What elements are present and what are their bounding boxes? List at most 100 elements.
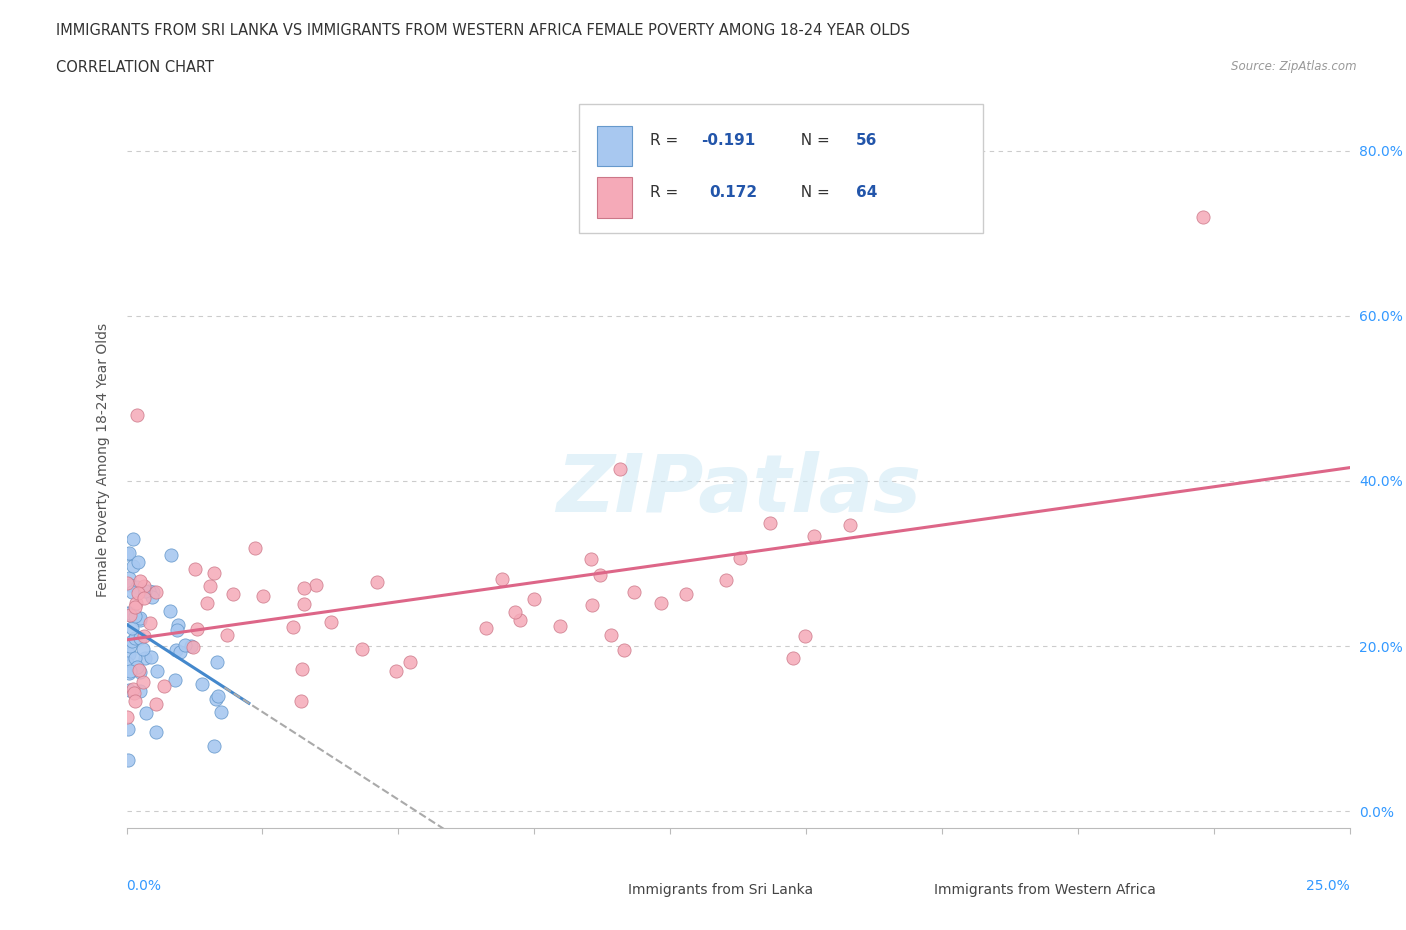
Point <box>145 584 167 599</box>
Point <box>125 407 148 422</box>
Point <box>139 649 162 664</box>
Text: Source: ZipAtlas.com: Source: ZipAtlas.com <box>1232 60 1357 73</box>
Point <box>121 634 143 649</box>
Point <box>186 621 208 636</box>
Point <box>623 584 645 599</box>
Point <box>129 613 152 628</box>
Point <box>290 694 312 709</box>
Point <box>579 551 602 566</box>
Y-axis label: Female Poverty Among 18-24 Year Olds: Female Poverty Among 18-24 Year Olds <box>96 324 110 597</box>
Text: ZIPatlas: ZIPatlas <box>555 451 921 529</box>
Point <box>121 620 143 635</box>
Text: N =: N = <box>790 133 834 149</box>
Text: R =: R = <box>650 185 683 200</box>
Point <box>385 664 408 679</box>
Point <box>191 677 214 692</box>
Point <box>600 628 623 643</box>
Point <box>474 620 496 635</box>
Point <box>319 614 342 629</box>
Point <box>222 586 245 601</box>
Point <box>716 573 738 588</box>
Point <box>121 584 143 599</box>
Bar <box>592 873 619 894</box>
Point <box>138 616 160 631</box>
Point <box>115 546 138 561</box>
Point <box>803 528 825 543</box>
Point <box>128 663 150 678</box>
Point <box>167 618 190 632</box>
Point <box>1192 209 1215 224</box>
Point <box>122 685 145 700</box>
Point <box>117 605 139 620</box>
Point <box>132 591 155 605</box>
Point <box>142 584 165 599</box>
Point <box>202 739 225 754</box>
Bar <box>598 178 631 218</box>
Point <box>523 591 546 606</box>
Point <box>118 546 141 561</box>
Point <box>146 664 169 679</box>
Point <box>118 608 141 623</box>
Text: Immigrants from Western Africa: Immigrants from Western Africa <box>934 883 1156 897</box>
Point <box>115 656 138 671</box>
Point <box>252 589 274 604</box>
Point <box>399 655 422 670</box>
Point <box>129 684 152 698</box>
Point <box>292 580 315 595</box>
Point <box>118 665 141 680</box>
Point <box>159 548 181 563</box>
Point <box>134 583 156 598</box>
Point <box>118 578 141 592</box>
Point <box>121 608 143 623</box>
Point <box>121 681 143 696</box>
Point <box>134 650 156 665</box>
Text: Immigrants from Sri Lanka: Immigrants from Sri Lanka <box>628 883 813 897</box>
Point <box>117 752 139 767</box>
Point <box>145 697 167 711</box>
Point <box>728 551 751 565</box>
Point <box>118 605 141 620</box>
Point <box>135 705 157 720</box>
Point <box>166 622 188 637</box>
Text: 0.172: 0.172 <box>709 185 756 200</box>
Point <box>127 555 149 570</box>
Point <box>181 639 204 654</box>
Text: 64: 64 <box>856 185 877 200</box>
Text: -0.191: -0.191 <box>702 133 755 149</box>
Point <box>165 643 187 658</box>
Point <box>839 518 862 533</box>
Point <box>291 662 314 677</box>
Point <box>153 679 176 694</box>
Point <box>128 611 150 626</box>
Point <box>132 674 155 689</box>
Point <box>124 609 146 624</box>
Point <box>184 562 207 577</box>
Text: IMMIGRANTS FROM SRI LANKA VS IMMIGRANTS FROM WESTERN AFRICA FEMALE POVERTY AMONG: IMMIGRANTS FROM SRI LANKA VS IMMIGRANTS … <box>56 23 910 38</box>
Point <box>675 587 697 602</box>
Point <box>169 644 191 659</box>
Text: R =: R = <box>650 133 683 149</box>
Point <box>118 571 141 586</box>
Point <box>145 724 167 739</box>
Point <box>180 639 202 654</box>
Point <box>650 595 672 610</box>
Point <box>141 590 163 604</box>
Point <box>209 705 232 720</box>
Text: N =: N = <box>790 185 834 200</box>
Bar <box>598 126 631 166</box>
Point <box>195 595 218 610</box>
Point <box>292 597 315 612</box>
Point <box>129 665 152 680</box>
Point <box>118 664 141 679</box>
Point <box>117 722 139 737</box>
Point <box>509 612 531 627</box>
Bar <box>897 873 924 894</box>
Point <box>305 578 328 592</box>
Point <box>548 619 571 634</box>
Point <box>128 573 150 588</box>
Point <box>589 567 612 582</box>
Point <box>127 579 149 594</box>
FancyBboxPatch shape <box>579 104 983 232</box>
Point <box>794 629 817 644</box>
Point <box>138 584 160 599</box>
